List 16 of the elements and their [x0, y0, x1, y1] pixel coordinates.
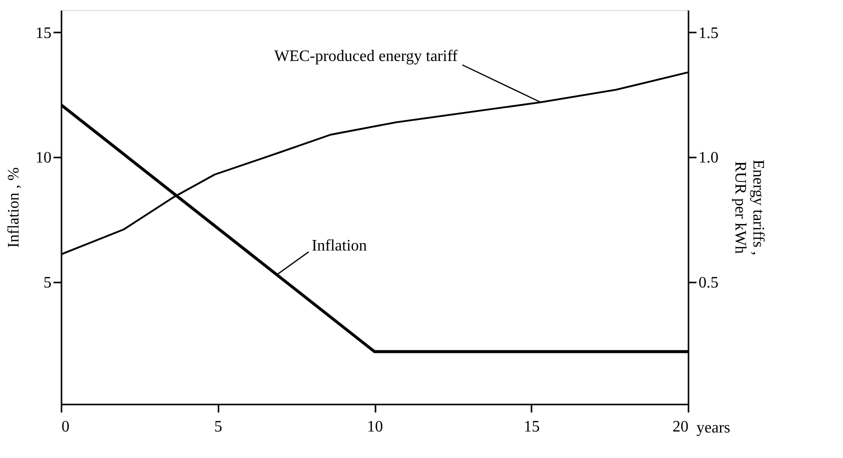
annotation: Inflation: [312, 238, 367, 255]
y2-tick-label: 1.5: [698, 24, 718, 42]
x-tick-label: 15: [524, 418, 540, 436]
y-tick-label: 5: [44, 274, 52, 292]
y-tick-label: 10: [36, 150, 52, 167]
y2-axis-title: Energy tariffs , RUR per kWh: [732, 160, 766, 256]
x-tick-label: 5: [214, 418, 222, 436]
y2-tick-label: 0.5: [698, 274, 718, 292]
x-tick-label: 20: [672, 418, 688, 436]
x-tick-label: 0: [62, 418, 70, 436]
y-axis-title: Inflation , %: [6, 167, 22, 248]
x-axis-title: years: [696, 420, 730, 436]
annotation: WEC-produced energy tariff: [274, 48, 458, 66]
y-tick-label: 15: [36, 24, 52, 42]
y2-tick-label: 1.0: [698, 150, 718, 167]
x-tick-label: 10: [367, 418, 383, 436]
